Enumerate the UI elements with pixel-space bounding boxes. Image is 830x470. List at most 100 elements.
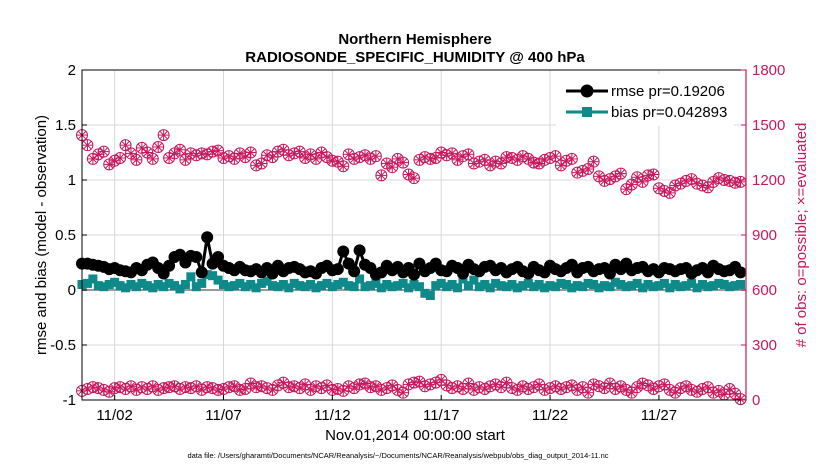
- bias-point: [692, 283, 702, 293]
- obs-point: [451, 153, 464, 166]
- bias-point: [333, 280, 343, 289]
- y-tick-label: 0: [68, 282, 76, 299]
- obs-point: [179, 153, 192, 166]
- y-right-axis-label: # of obs: o=possible; ×=evaluated: [793, 123, 810, 348]
- obs-point: [244, 146, 257, 159]
- bias-point: [708, 281, 718, 291]
- bias-point: [725, 282, 735, 292]
- bias-point: [121, 283, 131, 293]
- rmse-point: [353, 244, 366, 257]
- obs-point: [130, 383, 143, 396]
- bottom-axis: 11/02 11/07 11/12 11/17 11/22 11/27: [96, 395, 677, 424]
- legend-rmse-label: rmse pr=0.19206: [611, 83, 725, 100]
- obs-point: [119, 139, 132, 152]
- bias-point: [627, 281, 637, 291]
- obs-point: [582, 386, 595, 399]
- bias-point: [670, 280, 680, 289]
- bias-point: [681, 281, 691, 291]
- obs-point: [397, 156, 410, 169]
- left-axis: -1 -0.5 0 0.5 1 1.5 2: [50, 62, 87, 409]
- rmse-point: [190, 251, 203, 263]
- bias-point: [599, 281, 609, 291]
- legend-bias-marker: [582, 107, 592, 117]
- bias-point: [289, 278, 299, 288]
- legend-box: [556, 74, 734, 126]
- data-file-footnote: data file: /Users/gharamti/Documents/NCA…: [187, 451, 608, 460]
- bias-point: [529, 282, 539, 292]
- bias-point: [180, 280, 190, 289]
- bias-point: [300, 282, 310, 292]
- bias-point: [507, 280, 517, 289]
- bias-point: [621, 282, 631, 292]
- rmse-series: [76, 231, 747, 281]
- bias-point: [257, 278, 267, 288]
- x-tick-label: 11/27: [641, 407, 677, 424]
- obs-point: [462, 377, 475, 390]
- obs-point: [511, 153, 524, 166]
- obs-point: [369, 150, 382, 163]
- bias-point: [224, 282, 234, 292]
- right-axis: 0 300 600 900 1200 1500 1800: [741, 62, 785, 409]
- obs-point: [446, 147, 459, 160]
- obs-point: [549, 150, 562, 163]
- obs-point: [114, 152, 127, 164]
- rmse-point: [331, 263, 344, 276]
- y-tick-label: 1: [68, 172, 76, 189]
- y-axis-label: rmse and bias (model - observation): [33, 115, 50, 355]
- bias-point: [267, 281, 277, 291]
- bias-point: [453, 283, 463, 293]
- obs-point: [565, 379, 578, 392]
- x-tick-label: 11/02: [96, 407, 132, 424]
- bias-point: [425, 291, 435, 300]
- obs-point: [636, 175, 649, 188]
- y-tick-label: 0.5: [55, 227, 76, 244]
- obs-point: [734, 175, 747, 188]
- bias-point: [605, 282, 615, 292]
- bias-point: [213, 275, 223, 285]
- bias-point: [273, 282, 283, 292]
- obs-point: [663, 186, 676, 199]
- obs-lower-series: [76, 373, 747, 406]
- x-tick-label: 11/07: [205, 407, 241, 424]
- x-tick-label: 11/12: [314, 407, 350, 424]
- bias-point: [551, 282, 561, 292]
- chart-title: Northern Hemisphere: [338, 31, 491, 48]
- obs-point: [212, 144, 225, 157]
- bias-point: [404, 283, 414, 293]
- bias-point: [126, 280, 136, 289]
- bias-point: [665, 283, 675, 293]
- bias-point: [463, 281, 473, 291]
- bias-point: [572, 281, 582, 291]
- bias-point: [137, 278, 147, 288]
- bias-point: [594, 283, 604, 293]
- bias-point: [191, 282, 201, 292]
- obs-point: [386, 161, 399, 174]
- y-tick-label: -1: [63, 392, 76, 409]
- bias-point: [447, 280, 457, 289]
- bias-point: [414, 282, 424, 292]
- bias-point: [235, 278, 245, 288]
- obs-point: [614, 167, 627, 180]
- y-tick-label: -0.5: [50, 337, 76, 354]
- bias-point: [110, 277, 120, 287]
- bias-point: [376, 283, 386, 293]
- bias-point: [104, 280, 114, 289]
- bias-point: [480, 280, 490, 289]
- bias-point: [115, 281, 125, 291]
- obs-point: [130, 153, 143, 166]
- bias-point: [262, 276, 272, 286]
- bias-point: [186, 272, 196, 282]
- bias-point: [659, 278, 669, 288]
- legend-bias-label: bias pr=0.042893: [611, 104, 727, 121]
- obs-point: [293, 145, 306, 158]
- obs-point: [397, 386, 410, 399]
- x-axis-label: Nov.01,2014 00:00:00 start: [325, 427, 506, 444]
- obs-point: [718, 174, 731, 186]
- bias-point: [131, 282, 141, 292]
- bias-point: [208, 271, 218, 281]
- x-tick-label: 11/22: [532, 407, 568, 424]
- bias-point: [393, 281, 403, 291]
- obs-point: [495, 157, 508, 170]
- bias-point: [512, 283, 522, 293]
